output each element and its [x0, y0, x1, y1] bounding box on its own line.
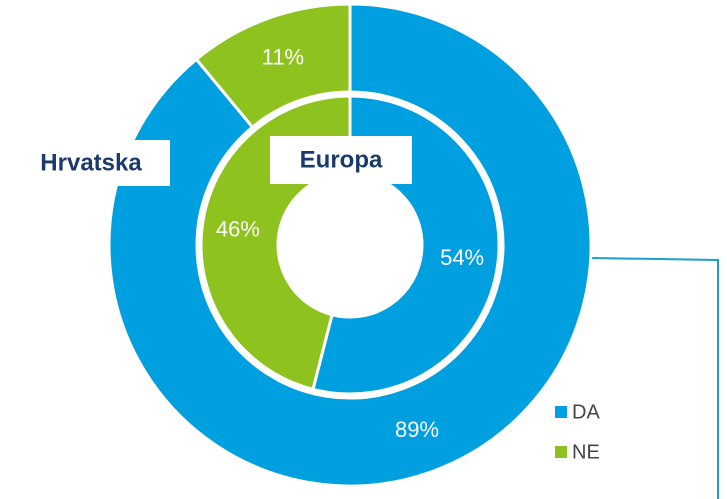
legend-swatch: [555, 446, 567, 458]
slice-label: 54%: [440, 245, 484, 270]
donut-slice: [194, 2, 352, 130]
legend-label: NE: [572, 441, 600, 463]
ring-name-box: [270, 136, 412, 184]
slice-label: 46%: [216, 217, 260, 242]
ring-name: Hrvatska: [40, 149, 142, 176]
legend-label: DA: [572, 401, 600, 423]
connector-line: [591, 257, 719, 499]
ring-name-box: [12, 140, 170, 186]
slice-label: 89%: [395, 417, 439, 442]
ring-name: Europa: [300, 146, 383, 173]
slice-label: 11%: [262, 45, 304, 70]
legend-swatch: [555, 406, 567, 418]
